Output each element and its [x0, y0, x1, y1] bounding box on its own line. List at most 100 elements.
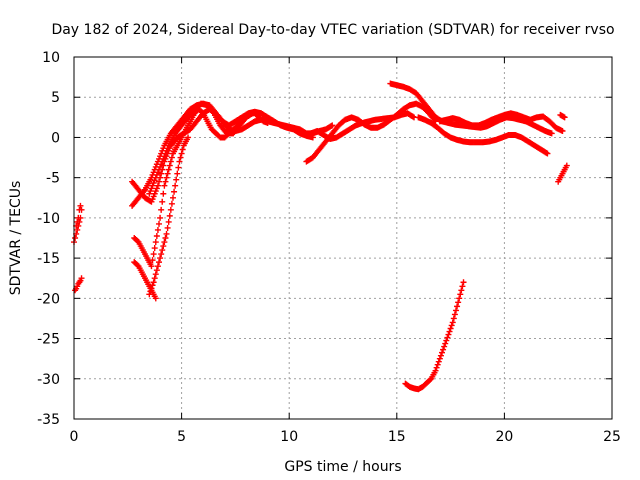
data-point — [151, 275, 158, 282]
data-point — [178, 150, 185, 157]
data-point — [149, 282, 156, 289]
data-point — [427, 376, 434, 383]
data-point — [435, 358, 442, 365]
series-arc-early-2 — [72, 275, 85, 294]
x-tick-label: 10 — [280, 429, 298, 445]
data-point — [450, 315, 457, 322]
data-point — [156, 178, 163, 185]
data-point — [150, 279, 157, 286]
data-point — [160, 190, 167, 197]
data-point — [157, 255, 164, 262]
data-point — [174, 170, 181, 177]
data-point — [162, 235, 169, 241]
y-tick-label: -5 — [46, 171, 60, 187]
data-point — [264, 119, 271, 126]
data-point — [329, 122, 336, 129]
data-point — [150, 251, 157, 258]
y-tick-label: -30 — [37, 372, 60, 388]
data-point — [148, 263, 155, 270]
data-point — [176, 158, 183, 165]
data-point — [147, 288, 154, 295]
data-point — [153, 267, 160, 274]
data-point — [563, 162, 570, 169]
data-point — [446, 328, 453, 335]
data-point — [559, 128, 566, 135]
series-arc-mid-2 — [307, 110, 418, 143]
data-point — [452, 307, 459, 314]
y-tick-label: 10 — [42, 50, 60, 66]
data-point — [185, 134, 192, 141]
data-point — [166, 212, 173, 219]
data-point — [459, 283, 466, 290]
data-point — [168, 200, 175, 207]
data-point — [154, 182, 161, 189]
data-point — [175, 164, 182, 171]
data-point — [448, 322, 455, 329]
data-point — [167, 158, 174, 165]
data-point — [156, 220, 163, 227]
data-point — [157, 214, 164, 221]
data-point — [151, 245, 158, 252]
data-point — [249, 110, 256, 117]
data-point — [146, 291, 153, 298]
data-point — [152, 295, 159, 302]
data-point — [156, 259, 163, 266]
data-point — [159, 198, 166, 205]
data-point — [437, 352, 444, 359]
data-point — [72, 235, 79, 241]
series-arc-late-3 — [557, 111, 568, 121]
data-point — [152, 239, 159, 246]
data-point — [438, 349, 445, 356]
chart-title: Day 182 of 2024, Sidereal Day-to-day VTE… — [51, 22, 614, 38]
y-tick-label: -10 — [37, 211, 60, 227]
data-point — [167, 206, 174, 213]
data-point — [177, 154, 184, 161]
data-point — [433, 364, 440, 371]
data-point — [74, 226, 81, 233]
data-point — [78, 275, 85, 282]
data-point — [454, 303, 461, 310]
data-point — [561, 114, 568, 121]
data-point — [441, 343, 448, 350]
data-point — [168, 154, 175, 161]
y-tick-label: 0 — [51, 130, 60, 146]
data-point — [169, 194, 176, 201]
series-arc-f — [146, 134, 192, 298]
series-arc-late-2 — [436, 110, 566, 135]
data-point — [442, 340, 449, 347]
series-arc-late-4 — [555, 162, 570, 185]
data-point — [460, 279, 467, 286]
data-points — [71, 80, 570, 393]
data-point — [148, 285, 155, 292]
x-tick-label: 5 — [177, 429, 186, 445]
data-point — [440, 346, 447, 353]
data-point — [171, 188, 178, 195]
data-point — [75, 214, 82, 221]
data-point — [434, 361, 441, 368]
series-arc-late-1 — [415, 114, 551, 157]
data-point — [164, 170, 171, 177]
data-point — [160, 243, 167, 250]
data-point — [149, 257, 156, 264]
data-point — [165, 166, 172, 173]
data-point — [77, 202, 84, 209]
data-point — [154, 226, 161, 233]
data-point — [162, 178, 169, 185]
y-axis-label: SDTVAR / TECUs — [8, 181, 24, 296]
data-point — [444, 334, 451, 341]
data-point — [153, 232, 160, 239]
series-arc-d — [131, 259, 159, 302]
data-point — [152, 271, 159, 278]
data-point — [456, 295, 463, 302]
data-point — [544, 150, 551, 157]
data-point — [134, 262, 141, 269]
axis-ticks: 0 5 10 15 20 25 -35 -30 -25 -20 -15 -10 -5 0 5 10 — [37, 50, 621, 445]
data-point — [199, 109, 206, 116]
data-point — [451, 311, 458, 318]
y-tick-label: -20 — [37, 291, 60, 307]
grid — [74, 57, 612, 419]
data-point — [449, 319, 456, 326]
plot-frame — [73, 56, 613, 420]
y-tick-label: 5 — [51, 90, 60, 106]
data-point — [74, 218, 81, 225]
